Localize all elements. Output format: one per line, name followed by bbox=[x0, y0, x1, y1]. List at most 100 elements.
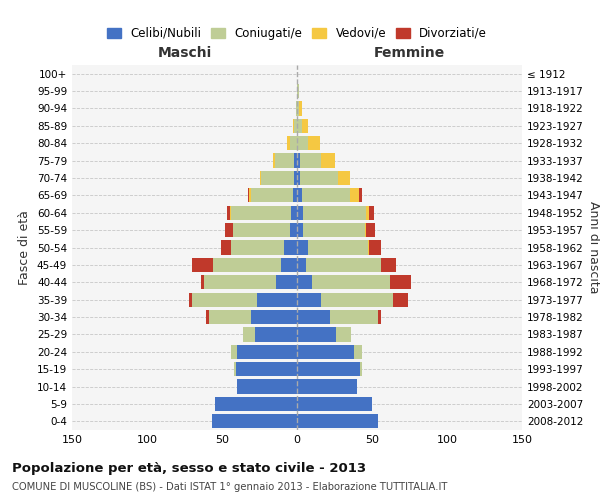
Bar bbox=[300, 154, 321, 168]
Bar bbox=[303, 206, 366, 220]
Bar bbox=[227, 206, 229, 220]
Bar bbox=[378, 310, 381, 324]
Text: Maschi: Maschi bbox=[157, 46, 212, 60]
Bar bbox=[297, 240, 308, 254]
Bar bbox=[215, 397, 297, 411]
Bar bbox=[296, 102, 297, 116]
Bar bbox=[349, 188, 359, 202]
Bar bbox=[297, 223, 303, 237]
Bar bbox=[312, 275, 390, 289]
Bar bbox=[294, 154, 297, 168]
Bar bbox=[260, 171, 261, 185]
Bar bbox=[297, 206, 303, 220]
Bar bbox=[297, 292, 321, 307]
Bar bbox=[297, 344, 354, 359]
Bar bbox=[294, 171, 297, 185]
Bar bbox=[233, 223, 290, 237]
Bar bbox=[221, 240, 231, 254]
Bar bbox=[303, 223, 365, 237]
Bar bbox=[290, 136, 297, 150]
Bar bbox=[273, 154, 275, 168]
Bar bbox=[243, 328, 255, 342]
Bar bbox=[297, 171, 300, 185]
Bar bbox=[366, 206, 369, 220]
Bar bbox=[297, 118, 302, 133]
Bar bbox=[302, 188, 349, 202]
Bar bbox=[294, 118, 297, 133]
Bar bbox=[297, 154, 300, 168]
Bar bbox=[297, 328, 336, 342]
Bar bbox=[251, 310, 297, 324]
Bar bbox=[213, 258, 281, 272]
Bar bbox=[290, 223, 297, 237]
Bar bbox=[300, 171, 337, 185]
Bar bbox=[367, 240, 369, 254]
Bar bbox=[189, 292, 192, 307]
Bar bbox=[235, 362, 297, 376]
Bar bbox=[366, 223, 375, 237]
Text: Femmine: Femmine bbox=[374, 46, 445, 60]
Bar bbox=[308, 240, 367, 254]
Bar bbox=[297, 102, 299, 116]
Bar bbox=[275, 154, 294, 168]
Bar bbox=[237, 380, 297, 394]
Bar bbox=[306, 258, 381, 272]
Bar bbox=[225, 223, 233, 237]
Bar bbox=[297, 362, 360, 376]
Bar bbox=[237, 344, 297, 359]
Bar bbox=[381, 258, 396, 272]
Bar bbox=[297, 380, 357, 394]
Bar bbox=[287, 136, 290, 150]
Bar bbox=[248, 188, 249, 202]
Bar bbox=[192, 258, 213, 272]
Bar bbox=[297, 414, 378, 428]
Bar bbox=[276, 275, 297, 289]
Bar bbox=[234, 362, 235, 376]
Y-axis label: Fasce di età: Fasce di età bbox=[19, 210, 31, 285]
Bar bbox=[209, 310, 251, 324]
Bar bbox=[302, 118, 308, 133]
Bar bbox=[369, 206, 373, 220]
Legend: Celibi/Nubili, Coniugati/e, Vedovi/e, Divorziati/e: Celibi/Nubili, Coniugati/e, Vedovi/e, Di… bbox=[103, 24, 491, 44]
Bar bbox=[249, 188, 251, 202]
Text: COMUNE DI MUSCOLINE (BS) - Dati ISTAT 1° gennaio 2013 - Elaborazione TUTTITALIA.: COMUNE DI MUSCOLINE (BS) - Dati ISTAT 1°… bbox=[12, 482, 448, 492]
Bar bbox=[336, 328, 351, 342]
Bar bbox=[204, 275, 276, 289]
Bar bbox=[281, 258, 297, 272]
Bar bbox=[360, 362, 361, 376]
Bar bbox=[297, 136, 308, 150]
Bar bbox=[231, 344, 237, 359]
Bar bbox=[393, 292, 408, 307]
Bar bbox=[201, 275, 204, 289]
Y-axis label: Anni di nascita: Anni di nascita bbox=[587, 201, 600, 294]
Bar bbox=[261, 171, 294, 185]
Bar bbox=[192, 292, 257, 307]
Bar bbox=[365, 223, 366, 237]
Bar bbox=[337, 171, 349, 185]
Bar bbox=[291, 206, 297, 220]
Text: Popolazione per età, sesso e stato civile - 2013: Popolazione per età, sesso e stato civil… bbox=[12, 462, 366, 475]
Bar bbox=[255, 328, 297, 342]
Bar bbox=[297, 188, 302, 202]
Bar bbox=[330, 310, 378, 324]
Bar bbox=[321, 292, 393, 307]
Bar bbox=[251, 188, 293, 202]
Bar bbox=[297, 258, 306, 272]
Bar bbox=[390, 275, 411, 289]
Bar bbox=[231, 240, 284, 254]
Bar bbox=[257, 292, 297, 307]
Bar bbox=[212, 414, 297, 428]
Bar bbox=[284, 240, 297, 254]
Bar bbox=[297, 84, 299, 98]
Bar bbox=[297, 397, 372, 411]
Bar bbox=[369, 240, 381, 254]
Bar bbox=[297, 275, 312, 289]
Bar bbox=[229, 206, 231, 220]
Bar bbox=[308, 136, 320, 150]
Bar bbox=[293, 118, 294, 133]
Bar bbox=[293, 188, 297, 202]
Bar bbox=[359, 188, 361, 202]
Bar bbox=[231, 206, 291, 220]
Bar bbox=[205, 310, 209, 324]
Bar bbox=[297, 310, 330, 324]
